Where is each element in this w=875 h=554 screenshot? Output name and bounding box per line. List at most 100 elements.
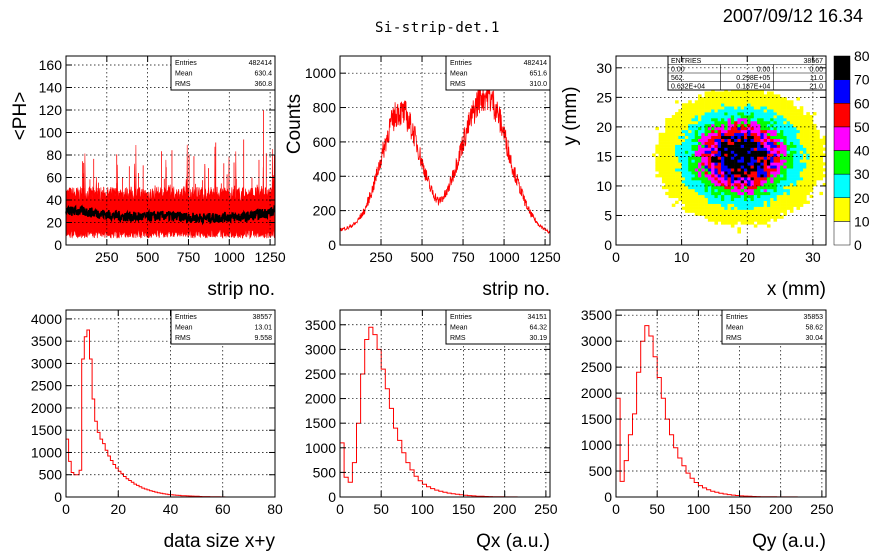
- heatmap-cell: [753, 212, 758, 216]
- heatmap-cell: [763, 106, 768, 110]
- heatmap-cell: [691, 200, 696, 204]
- heatmap-cell: [655, 144, 659, 148]
- heatmap-cell: [783, 185, 787, 190]
- heatmap-cell: [740, 191, 745, 196]
- heatmap-cell: [665, 180, 669, 184]
- heatmap-cell: [753, 100, 758, 104]
- heatmap-cell: [809, 174, 814, 178]
- heatmap-cell: [698, 174, 702, 178]
- heatmap-cell: [701, 171, 705, 175]
- heatmap-cell: [766, 171, 771, 175]
- heatmap-cell: [750, 150, 755, 154]
- heatmap-cell: [786, 150, 791, 154]
- heatmap-cell: [757, 200, 761, 204]
- heatmap-cell: [704, 182, 709, 187]
- heatmap-cell: [789, 138, 794, 142]
- heatmap-cell: [694, 194, 699, 199]
- heatmap-cell: [806, 153, 810, 157]
- y-tick-label: 500: [39, 467, 63, 483]
- heatmap-cell: [671, 203, 676, 207]
- heatmap-cell: [727, 203, 732, 207]
- heatmap-cell: [721, 141, 725, 145]
- heatmap-cell: [789, 126, 794, 131]
- heatmap-cell: [668, 182, 673, 187]
- heatmap-cell: [809, 115, 814, 119]
- heatmap-cell: [740, 188, 745, 193]
- heatmap-cell: [776, 150, 781, 154]
- heatmap-cell: [812, 129, 817, 134]
- heatmap-cell: [786, 197, 791, 202]
- heatmap-cell: [698, 191, 702, 196]
- heatmap-cell: [661, 132, 666, 137]
- heatmap-cell: [786, 200, 791, 204]
- heatmap-cell: [717, 147, 722, 151]
- heatmap-cell: [770, 141, 774, 145]
- heatmap-cell: [780, 165, 784, 169]
- heatmap-cell: [661, 150, 666, 154]
- heatmap-cell: [681, 197, 686, 202]
- heatmap-cell: [698, 112, 702, 116]
- heatmap-cell: [796, 203, 801, 207]
- heatmap-cell: [750, 129, 755, 134]
- heatmap-cell: [796, 206, 801, 210]
- heatmap-cell: [684, 132, 689, 137]
- heatmap-cell: [681, 138, 686, 142]
- heatmap-cell: [711, 118, 715, 122]
- heatmap-cell: [671, 191, 676, 196]
- heatmap-cell: [750, 141, 755, 145]
- heatmap-cell: [819, 153, 824, 157]
- heatmap-cell: [714, 138, 719, 142]
- heatmap-cell: [714, 109, 719, 113]
- heatmap-cell: [740, 206, 745, 210]
- heatmap-cell: [740, 215, 745, 219]
- heatmap-cell: [730, 135, 735, 139]
- heatmap-cell: [773, 118, 778, 122]
- heatmap-cell: [763, 191, 768, 196]
- heatmap-cell: [793, 112, 797, 116]
- heatmap-cell: [698, 188, 702, 193]
- heatmap-cell: [684, 150, 689, 154]
- heatmap-cell: [714, 182, 719, 187]
- heatmap-cell: [675, 100, 679, 104]
- heatmap-cell: [711, 209, 715, 213]
- heatmap-cell: [783, 129, 787, 134]
- heatmap-cell: [737, 197, 741, 202]
- heatmap-cell: [721, 188, 725, 193]
- heatmap-cell: [675, 200, 679, 204]
- heatmap-cell: [671, 180, 676, 184]
- heatmap-cell: [776, 153, 781, 157]
- heatmap-cell: [688, 156, 692, 160]
- heatmap-cell: [770, 115, 774, 119]
- heatmap-cell: [734, 177, 738, 181]
- heatmap-cell: [730, 126, 735, 131]
- heatmap-cell: [740, 218, 745, 222]
- heatmap-cell: [694, 212, 699, 216]
- heatmap-cell: [688, 144, 692, 148]
- heatmap-cell: [668, 162, 673, 166]
- heatmap-cell: [688, 168, 692, 172]
- heatmap-cell: [743, 118, 748, 122]
- heatmap-cell: [809, 165, 814, 169]
- heatmap-cell: [747, 200, 751, 204]
- heatmap-cell: [707, 126, 712, 131]
- heatmap-cell: [783, 132, 787, 137]
- heatmap-cell: [724, 153, 728, 157]
- x-tick-label: 150: [728, 501, 752, 517]
- heatmap-cell: [707, 200, 712, 204]
- heatmap-cell: [770, 153, 774, 157]
- heatmap-cell: [724, 188, 728, 193]
- heatmap-cell: [678, 147, 682, 151]
- heatmap-cell: [694, 132, 699, 137]
- heatmap-cell: [750, 197, 755, 202]
- heatmap-cell: [763, 147, 768, 151]
- heatmap-cell: [753, 191, 758, 196]
- heatmap-cell: [701, 162, 705, 166]
- heatmap-cell: [816, 165, 820, 169]
- heatmap-cell: [806, 129, 810, 134]
- heatmap-cell: [721, 138, 725, 142]
- heatmap-cell: [714, 180, 719, 184]
- stats-box-frame: [721, 309, 827, 345]
- heatmap-cell: [796, 159, 801, 163]
- heatmap-cell: [793, 150, 797, 154]
- heatmap-cell: [678, 109, 682, 113]
